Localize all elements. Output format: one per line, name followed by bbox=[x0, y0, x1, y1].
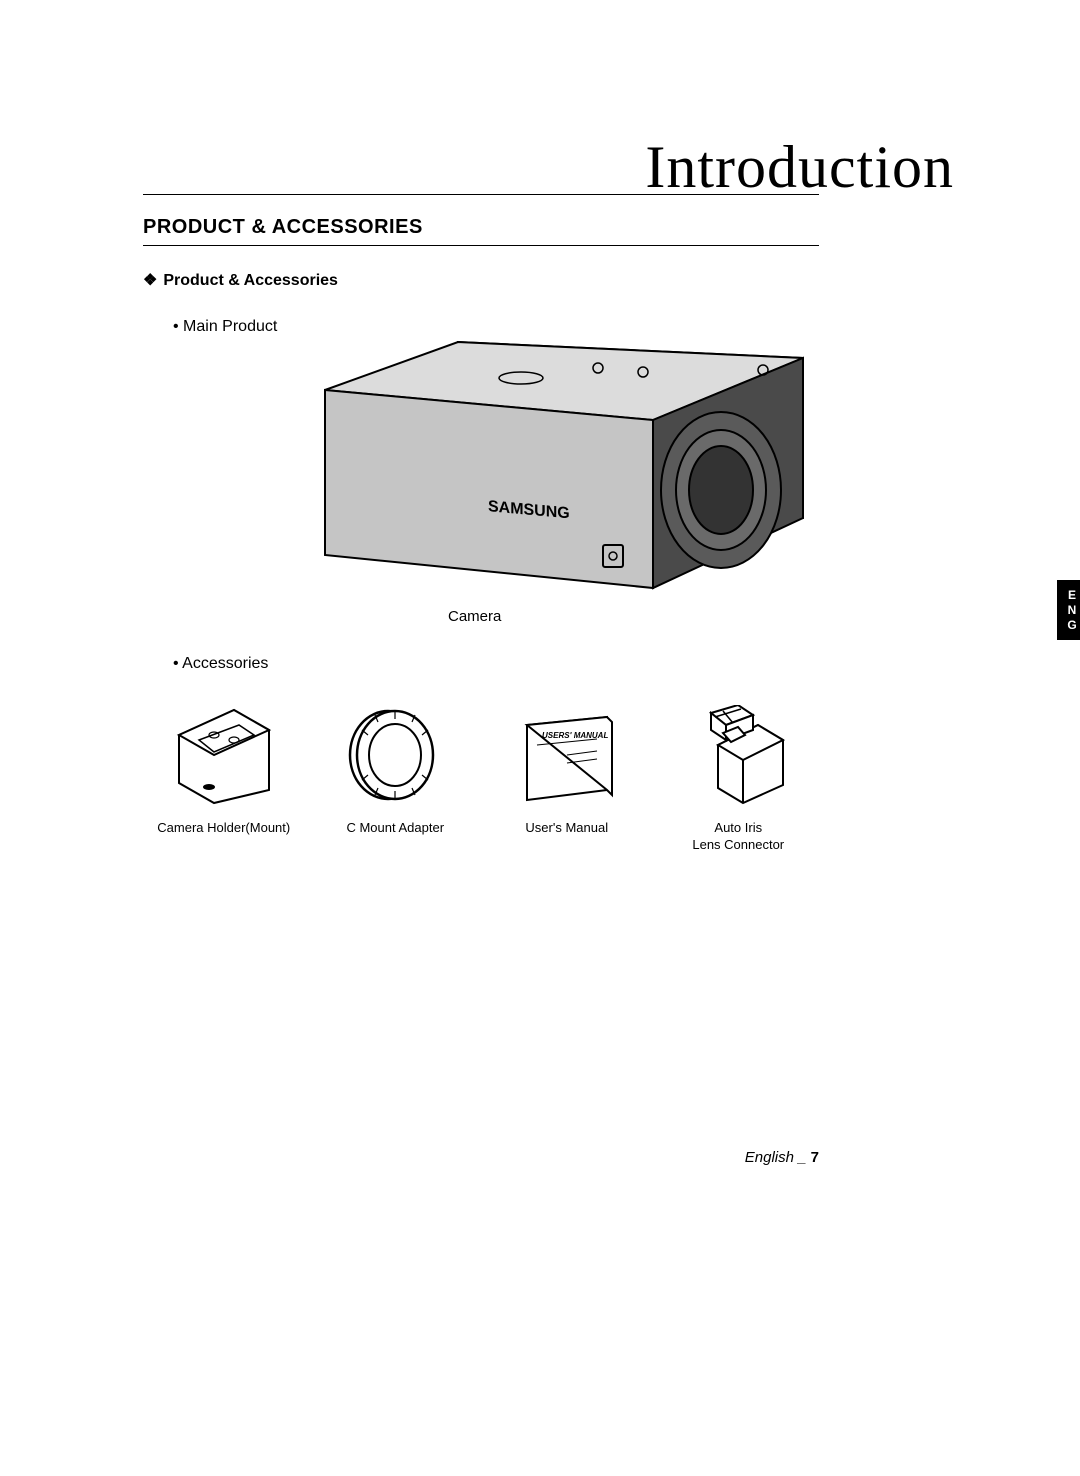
page-number: 7 bbox=[811, 1149, 819, 1166]
accessory-item: USERS' MANUAL User's Manual bbox=[486, 700, 648, 854]
auto-iris-connector-icon bbox=[683, 700, 793, 810]
accessory-caption: Auto IrisLens Connector bbox=[692, 820, 784, 854]
sub-heading: ❖ Product & Accessories bbox=[143, 270, 338, 290]
chapter-title: Introduction bbox=[645, 133, 954, 202]
camera-illustration: SAMSUNG bbox=[303, 330, 813, 600]
accessory-item: Camera Holder(Mount) bbox=[143, 700, 305, 854]
sub-heading-text: Product & Accessories bbox=[163, 272, 338, 289]
accessory-caption: C Mount Adapter bbox=[346, 820, 444, 837]
svg-text:USERS' MANUAL: USERS' MANUAL bbox=[542, 731, 608, 740]
c-mount-adapter-icon bbox=[340, 700, 450, 810]
camera-caption: Camera bbox=[448, 608, 501, 625]
accessory-item: C Mount Adapter bbox=[315, 700, 477, 854]
section-heading: PRODUCT & ACCESSORIES bbox=[143, 216, 819, 239]
users-manual-icon: USERS' MANUAL bbox=[512, 700, 622, 810]
accessory-caption: User's Manual bbox=[525, 820, 608, 837]
accessories-label: • Accessories bbox=[173, 655, 268, 673]
language-tab: ENG bbox=[1057, 580, 1080, 640]
title-rule: Introduction bbox=[143, 135, 819, 195]
page-footer: English _ 7 bbox=[143, 1149, 819, 1166]
footer-language: English bbox=[745, 1149, 794, 1166]
accessories-grid: Camera Holder(Mount) bbox=[143, 700, 819, 854]
camera-holder-icon bbox=[169, 700, 279, 810]
footer-separator: _ bbox=[798, 1149, 806, 1166]
accessory-item: Auto IrisLens Connector bbox=[658, 700, 820, 854]
accessory-caption: Camera Holder(Mount) bbox=[157, 820, 290, 837]
diamond-bullet-icon: ❖ bbox=[143, 272, 157, 289]
main-product-label: • Main Product bbox=[173, 318, 277, 336]
section-heading-wrap: PRODUCT & ACCESSORIES bbox=[143, 216, 819, 246]
